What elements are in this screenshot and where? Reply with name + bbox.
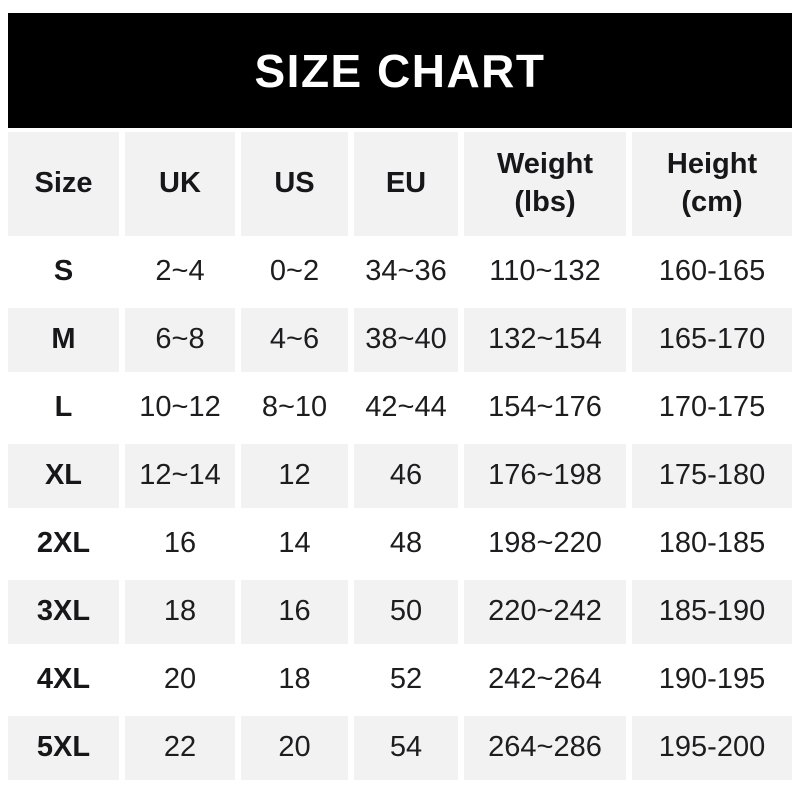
cell-us: 12 [241, 444, 348, 508]
cell-height: 190-195 [632, 648, 792, 712]
cell-size: 3XL [8, 580, 119, 644]
column-header-label: Weight [496, 148, 594, 181]
cell-eu: 50 [354, 580, 458, 644]
cell-weight: 132~154 [464, 308, 626, 372]
cell-size: XL [8, 444, 119, 508]
column-header-label: Height [666, 148, 758, 181]
cell-height: 160-165 [632, 240, 792, 304]
cell-size: 5XL [8, 716, 119, 780]
cell-weight: 110~132 [464, 240, 626, 304]
cell-size: S [8, 240, 119, 304]
cell-eu: 52 [354, 648, 458, 712]
column-header-label: US [274, 167, 315, 200]
cell-eu: 46 [354, 444, 458, 508]
column-header-label: UK [159, 167, 201, 200]
column-header-label: Size [34, 167, 93, 200]
cell-us: 8~10 [241, 376, 348, 440]
cell-us: 18 [241, 648, 348, 712]
cell-uk: 16 [125, 512, 235, 576]
cell-eu: 42~44 [354, 376, 458, 440]
page-title: SIZE CHART [254, 44, 546, 97]
column-header-height: Height (cm) [632, 132, 792, 236]
cell-weight: 264~286 [464, 716, 626, 780]
cell-height: 195-200 [632, 716, 792, 780]
cell-us: 16 [241, 580, 348, 644]
cell-uk: 18 [125, 580, 235, 644]
cell-us: 4~6 [241, 308, 348, 372]
cell-size: 2XL [8, 512, 119, 576]
cell-uk: 6~8 [125, 308, 235, 372]
cell-size: 4XL [8, 648, 119, 712]
cell-height: 165-170 [632, 308, 792, 372]
cell-height: 170-175 [632, 376, 792, 440]
column-header-size: Size [8, 132, 119, 236]
cell-weight: 198~220 [464, 512, 626, 576]
cell-eu: 54 [354, 716, 458, 780]
cell-us: 14 [241, 512, 348, 576]
cell-us: 20 [241, 716, 348, 780]
cell-uk: 20 [125, 648, 235, 712]
column-header-uk: UK [125, 132, 235, 236]
column-header-unit: (cm) [681, 186, 743, 218]
cell-size: M [8, 308, 119, 372]
cell-uk: 2~4 [125, 240, 235, 304]
column-header-eu: EU [354, 132, 458, 236]
cell-weight: 242~264 [464, 648, 626, 712]
cell-height: 185-190 [632, 580, 792, 644]
cell-weight: 220~242 [464, 580, 626, 644]
cell-height: 175-180 [632, 444, 792, 508]
cell-height: 180-185 [632, 512, 792, 576]
cell-uk: 10~12 [125, 376, 235, 440]
column-header-label: EU [385, 167, 427, 200]
cell-uk: 12~14 [125, 444, 235, 508]
title-banner: SIZE CHART [8, 13, 792, 128]
cell-us: 0~2 [241, 240, 348, 304]
cell-eu: 48 [354, 512, 458, 576]
column-header-weight: Weight (lbs) [464, 132, 626, 236]
size-table: Size UK US EU Weight (lbs) Height (cm) S… [8, 132, 792, 780]
cell-size: L [8, 376, 119, 440]
column-header-us: US [241, 132, 348, 236]
column-header-unit: (lbs) [514, 186, 576, 218]
cell-weight: 176~198 [464, 444, 626, 508]
cell-eu: 38~40 [354, 308, 458, 372]
cell-eu: 34~36 [354, 240, 458, 304]
cell-uk: 22 [125, 716, 235, 780]
cell-weight: 154~176 [464, 376, 626, 440]
